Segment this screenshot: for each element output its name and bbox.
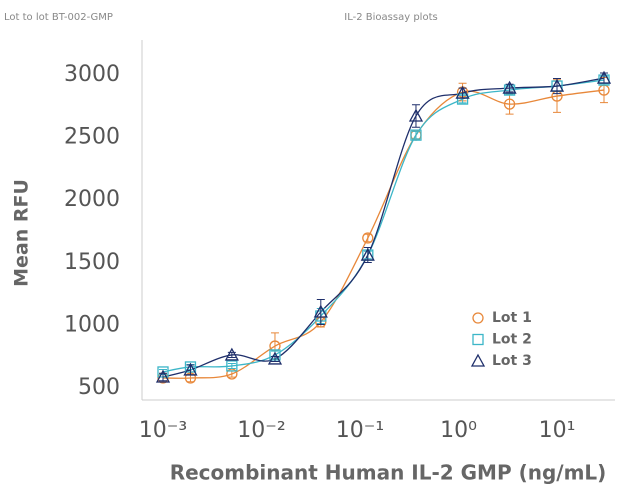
x-tick-label: 10¹ [539, 418, 576, 443]
error-bar [227, 351, 236, 358]
x-tick-label: 10⁻³ [139, 418, 187, 443]
data-point [226, 368, 238, 380]
legend-label: Lot 2 [492, 332, 532, 348]
data-point [503, 98, 516, 110]
x-tick-label: 10⁻¹ [336, 418, 384, 443]
legend-marker [472, 312, 484, 324]
fit-line [163, 89, 605, 379]
data-point [455, 85, 470, 99]
error-bar [411, 104, 420, 128]
y-tick-label: 2000 [64, 187, 120, 212]
y-tick-label: 1500 [64, 250, 120, 275]
data-point [360, 247, 375, 261]
fit-line [162, 79, 605, 373]
x-tick-label: 10⁻² [237, 418, 285, 443]
data-point [362, 232, 374, 244]
legend-marker [472, 333, 484, 346]
data-point [226, 360, 238, 372]
error-bar [411, 130, 420, 140]
x-tick-label: 10⁰ [440, 418, 477, 443]
data-point [155, 369, 171, 383]
data-point [410, 129, 422, 141]
data-point [596, 70, 612, 84]
y-tick-label: 500 [78, 375, 120, 400]
legend-marker [470, 353, 486, 367]
data-point [183, 362, 198, 376]
error-bar [227, 370, 236, 378]
error-bar [363, 233, 372, 243]
legend-label: Lot 3 [492, 353, 532, 369]
y-tick-label: 3000 [64, 62, 120, 87]
data-point [313, 304, 328, 318]
y-tick-label: 2500 [64, 125, 120, 150]
chart-title: IL-2 Bioassay plots [344, 12, 437, 23]
error-bar [505, 83, 514, 93]
header-left: Lot to lot BT-002-GMP [4, 12, 113, 23]
x-axis-label: Recombinant Human IL-2 GMP (ng/mL) [170, 461, 607, 485]
legend-label: Lot 1 [492, 310, 532, 326]
error-bar [227, 362, 236, 369]
data-point [502, 80, 517, 94]
data-point [408, 108, 424, 122]
error-bar [159, 372, 168, 382]
y-axis-label: Mean RFU [11, 179, 33, 287]
data-point [267, 351, 283, 365]
error-bar [316, 298, 325, 326]
y-tick-label: 1000 [64, 312, 120, 337]
data-point [224, 347, 239, 361]
error-bar [270, 355, 279, 362]
data-point [549, 78, 565, 92]
fit-line [162, 77, 605, 378]
